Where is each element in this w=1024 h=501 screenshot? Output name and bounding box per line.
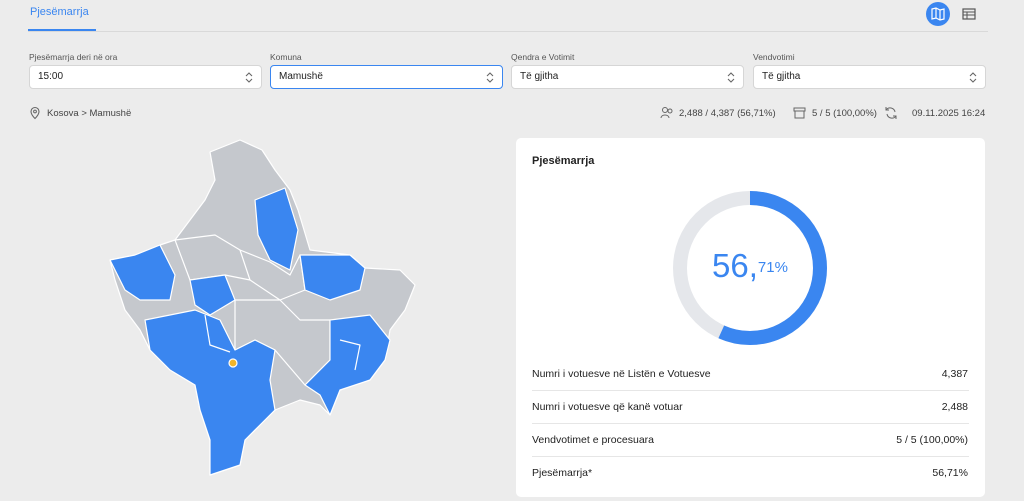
filter-select[interactable]: Mamushë (270, 65, 503, 89)
updated-stat: 09.11.2025 16:24 (912, 108, 986, 119)
stat-icons (660, 107, 897, 119)
row-label: Numri i votuesve që kanë votuar (532, 401, 683, 413)
breadcrumb[interactable]: Kosova > Mamushë (47, 108, 132, 119)
row-separator (532, 456, 969, 457)
voters-stat: 2,488 / 4,387 (56,71%) (679, 108, 776, 119)
row-separator (532, 390, 969, 391)
donut-label: 56,71% (712, 247, 788, 284)
chevron (486, 72, 494, 83)
donut: 56,71% (673, 191, 827, 345)
map[interactable] (100, 130, 430, 490)
tab[interactable]: Pjesëmarrja (30, 6, 89, 18)
view-toggle[interactable] (924, 1, 984, 27)
stations-stat: 5 / 5 (100,00%) (812, 108, 877, 119)
filter-value: Të gjitha (520, 71, 559, 82)
filter-value: Mamushë (279, 71, 323, 82)
row-separator (532, 423, 969, 424)
row-label: Vendvotimet e procesuara (532, 434, 654, 446)
filter-select[interactable]: Të gjitha (511, 65, 744, 89)
donut-arc (673, 191, 827, 345)
filter-label: Komuna (270, 52, 302, 62)
chevron (969, 72, 977, 83)
location-icon (30, 106, 40, 120)
row-value: 5 / 5 (100,00%) (896, 434, 968, 446)
row-value: 56,71% (932, 467, 968, 479)
card-title: Pjesëmarrja (532, 155, 595, 167)
filter-select[interactable]: 15:00 (29, 65, 262, 89)
filter-select[interactable]: Të gjitha (753, 65, 986, 89)
divider (28, 31, 988, 32)
row-value: 2,488 (941, 401, 968, 413)
filter-label: Vendvotimi (753, 52, 795, 62)
row-label: Pjesëmarrja* (532, 467, 593, 479)
row-value: 4,387 (941, 368, 968, 380)
filter-value: Të gjitha (762, 71, 801, 82)
filter-label: Pjesëmarrja deri në ora (29, 52, 118, 62)
chevron (727, 72, 735, 83)
filter-label: Qendra e Votimit (511, 52, 575, 62)
tab-underline (28, 29, 96, 31)
chevron (245, 72, 253, 83)
row-label: Numri i votuesve në Listën e Votuesve (532, 368, 711, 380)
filter-value: 15:00 (38, 71, 64, 82)
